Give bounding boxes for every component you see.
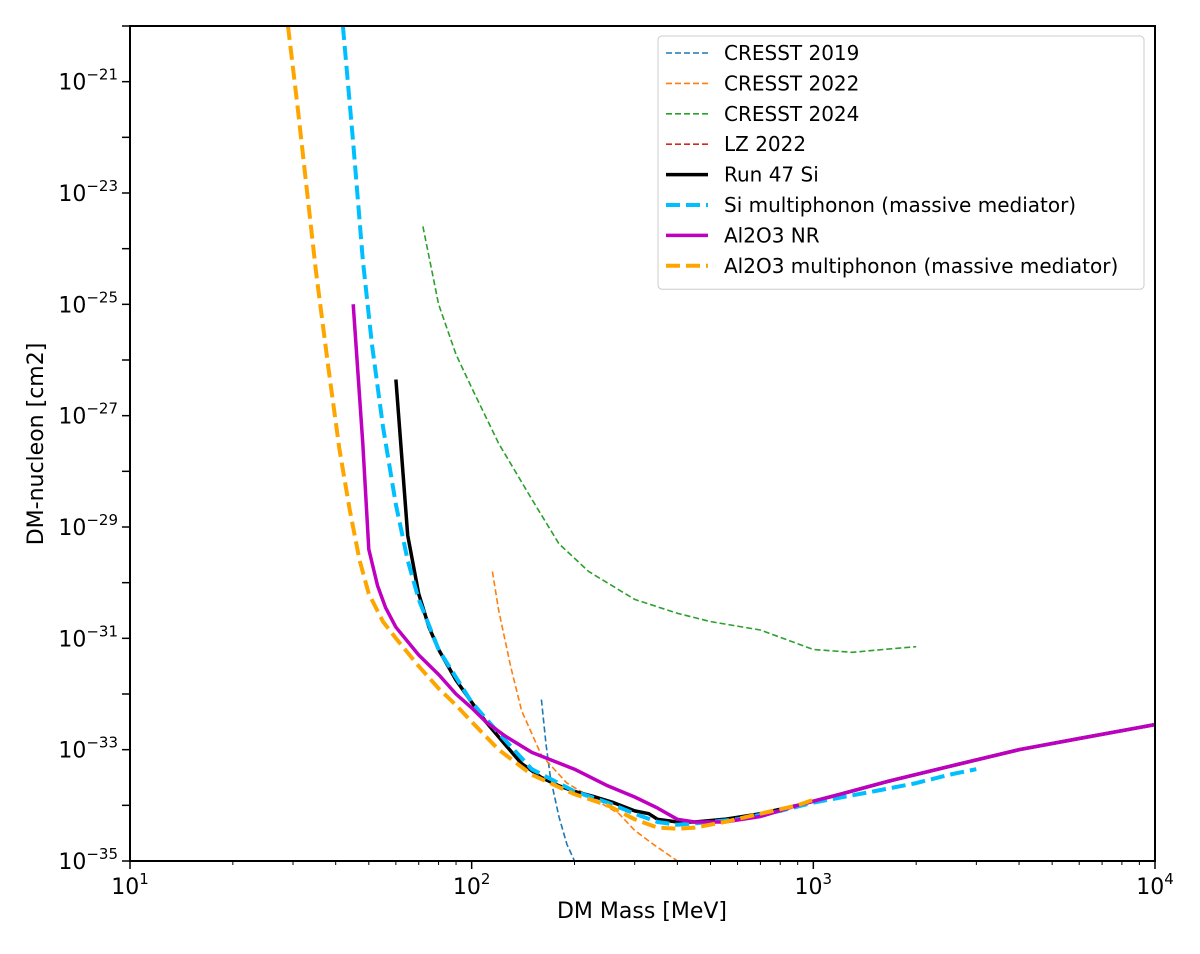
y-tick-label: 10−29 [58,511,118,541]
x-tick-label: 101 [111,870,149,900]
y-tick-label-base: 10 [58,739,86,764]
series-line-7 [286,26,814,831]
ticks-layer: 101 102 103 10410−2110−2310−2510−2710−2910−… [58,25,1174,900]
legend-label: CRESST 2019 [724,41,859,65]
legend-label: Si multiphonon (massive mediator) [724,193,1076,217]
legend-label: Al2O3 multiphonon (massive mediator) [724,254,1118,278]
y-tick-label-exp: −35 [86,845,118,863]
y-tick-label-exp: −33 [86,734,118,752]
y-tick-label: 10−21 [58,66,118,96]
legend-label: CRESST 2022 [724,71,859,95]
x-tick-label-base: 10 [1136,875,1164,900]
x-tick-label-exp: 1 [139,870,149,888]
legend-label: Al2O3 NR [724,223,820,247]
y-axis-label: DM-nucleon [cm2] [24,343,49,546]
x-tick-label-exp: 3 [823,870,833,888]
y-tick-label-exp: −29 [86,511,118,529]
y-tick-label: 10−35 [58,845,118,875]
series-line-6 [351,304,1155,824]
plot-frame [129,25,1156,862]
series-line-0 [540,699,576,861]
x-axis-label: DM Mass [MeV] [557,899,727,924]
legend-label: Run 47 Si [724,163,819,187]
x-tick-label-base: 10 [111,875,139,900]
x-tick-label: 103 [795,870,833,900]
y-tick-label-base: 10 [58,850,86,875]
y-tick-label-base: 10 [58,627,86,652]
legend-box [657,35,1145,290]
y-tick-label-exp: −27 [86,400,118,418]
series-line-1 [491,571,678,861]
y-tick-label: 10−25 [58,288,118,318]
y-tick-label-base: 10 [58,516,86,541]
series-line-2 [422,226,917,654]
x-tick-label-exp: 2 [481,870,491,888]
legend-label: CRESST 2024 [724,102,859,126]
x-tick-label-base: 10 [795,875,823,900]
y-tick-label: 10−27 [58,400,118,430]
y-tick-label-base: 10 [58,293,86,318]
x-tick-label: 102 [453,870,491,900]
y-tick-label-exp: −23 [86,177,118,195]
series-layer [286,26,1155,861]
y-tick-label-exp: −25 [86,288,118,306]
series-line-5 [340,26,977,827]
legend-label: LZ 2022 [724,132,806,156]
y-tick-label: 10−23 [58,177,118,207]
x-tick-label-exp: 4 [1164,870,1174,888]
y-tick-label: 10−31 [58,622,118,652]
y-tick-label: 10−33 [58,734,118,764]
y-tick-label-base: 10 [58,182,86,207]
legend: CRESST 2019 CRESST 2022 CRESST 2024 LZ 2022… [657,35,1145,290]
x-tick-label-base: 10 [453,875,481,900]
y-tick-label-base: 10 [58,405,86,430]
y-tick-label-exp: −21 [86,66,118,84]
x-tick-label: 104 [1136,870,1174,900]
y-tick-label-exp: −31 [86,622,118,640]
y-tick-label-base: 10 [58,71,86,96]
